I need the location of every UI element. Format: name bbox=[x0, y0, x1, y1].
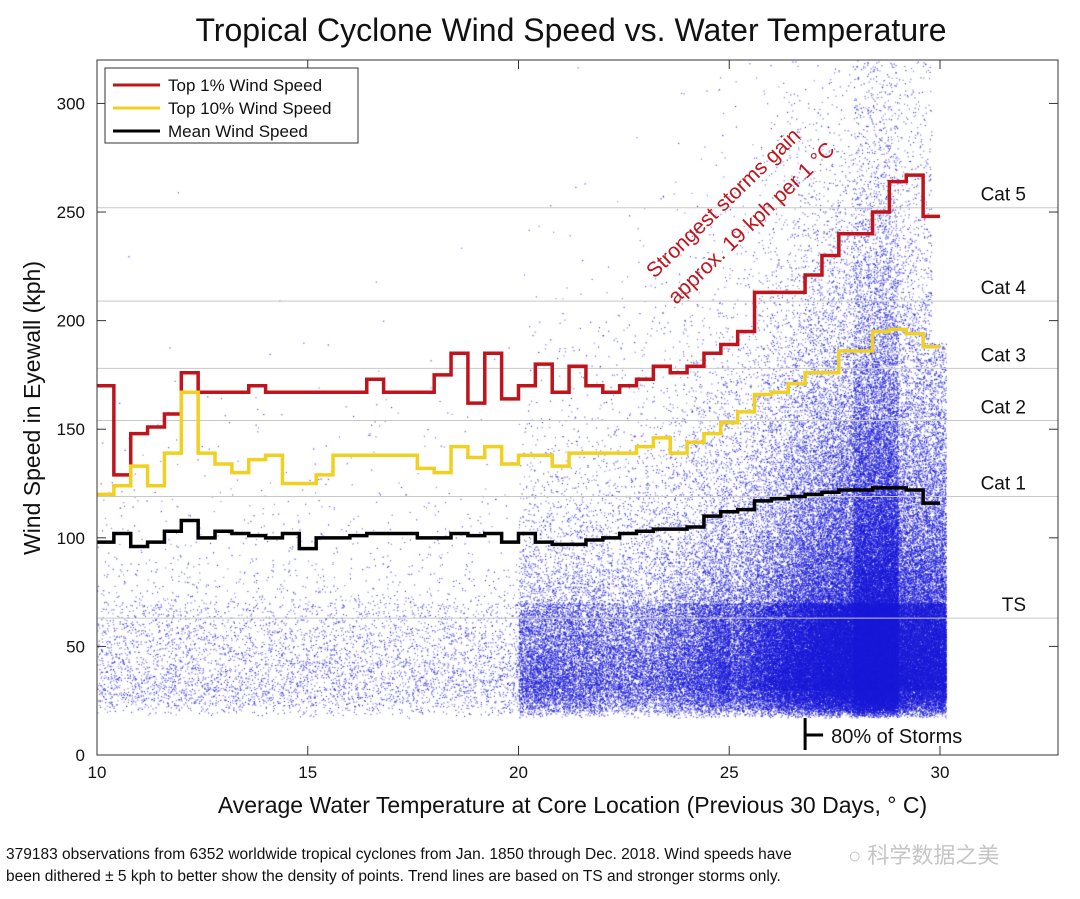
y-tick-label: 200 bbox=[57, 312, 85, 331]
legend-label: Top 10% Wind Speed bbox=[168, 99, 332, 118]
x-tick-label: 15 bbox=[298, 763, 317, 782]
legend-label: Top 1% Wind Speed bbox=[168, 76, 322, 95]
reference-label: Cat 4 bbox=[981, 278, 1027, 299]
reference-label: TS bbox=[1002, 595, 1026, 616]
legend-label: Mean Wind Speed bbox=[168, 122, 308, 141]
y-tick-label: 50 bbox=[66, 637, 85, 656]
y-tick-label: 0 bbox=[76, 746, 85, 765]
y-tick-label: 150 bbox=[57, 420, 85, 439]
reference-label: Cat 1 bbox=[981, 474, 1026, 495]
x-tick-label: 20 bbox=[509, 763, 528, 782]
x-tick-label: 10 bbox=[88, 763, 107, 782]
storm-80pct-label: 80% of Storms bbox=[831, 726, 962, 748]
y-tick-label: 100 bbox=[57, 529, 85, 548]
series-line-1 bbox=[97, 327, 940, 497]
reference-label: Cat 2 bbox=[981, 398, 1026, 419]
y-axis-label: Wind Speed in Eyewall (kph) bbox=[19, 261, 45, 555]
y-tick-label: 300 bbox=[57, 94, 85, 113]
y-tick-label: 250 bbox=[57, 203, 85, 222]
footnote-line-1: 379183 observations from 6352 worldwide … bbox=[6, 846, 792, 863]
x-tick-label: 25 bbox=[720, 763, 739, 782]
plot-frame bbox=[96, 59, 1059, 756]
series-line-0 bbox=[97, 173, 940, 477]
series-line-2 bbox=[97, 486, 940, 551]
reference-label: Cat 3 bbox=[981, 345, 1026, 366]
watermark-text: 科学数据之美 bbox=[867, 843, 1000, 868]
watermark-logo: ○ 科学数据之美 bbox=[848, 843, 1000, 868]
x-axis-label: Average Water Temperature at Core Locati… bbox=[218, 792, 927, 818]
reference-label: Cat 5 bbox=[981, 185, 1026, 206]
footnote-line-2: been dithered ± 5 kph to better show the… bbox=[6, 868, 781, 885]
chart-title: Tropical Cyclone Wind Speed vs. Water Te… bbox=[195, 12, 947, 48]
x-tick-label: 30 bbox=[931, 763, 950, 782]
footnote: 379183 observations from 6352 worldwide … bbox=[6, 844, 792, 888]
